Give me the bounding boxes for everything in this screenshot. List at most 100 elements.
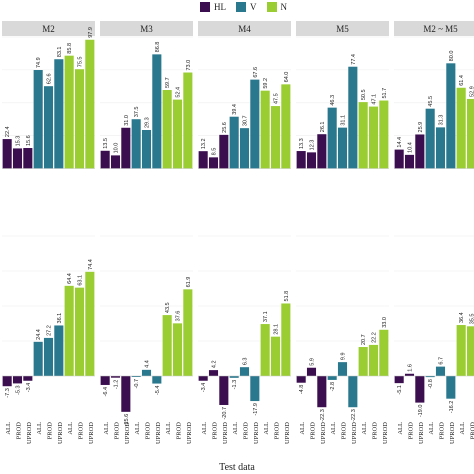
bar bbox=[456, 325, 466, 376]
bar bbox=[466, 326, 474, 376]
data-label: 50.5 bbox=[361, 89, 367, 100]
bar bbox=[239, 128, 250, 169]
bar bbox=[183, 72, 193, 169]
bar bbox=[404, 373, 415, 376]
panel-title: M5 bbox=[336, 24, 349, 34]
data-label: 64.0 bbox=[284, 72, 290, 83]
bar bbox=[12, 376, 23, 384]
bar bbox=[394, 376, 404, 384]
panel-strip bbox=[100, 21, 193, 36]
bar bbox=[121, 376, 131, 412]
x-tick-label: PROD bbox=[243, 422, 250, 440]
data-label: 33.0 bbox=[382, 317, 388, 328]
data-label: 59.2 bbox=[263, 78, 269, 89]
x-tick-label: PROD bbox=[16, 422, 23, 440]
bar bbox=[435, 127, 446, 169]
bar bbox=[54, 59, 64, 169]
data-label: 74.9 bbox=[36, 57, 42, 68]
legend-label-n: N bbox=[280, 2, 288, 12]
data-label: -1.3 bbox=[232, 380, 238, 389]
x-tick-label: UPROD bbox=[284, 422, 291, 444]
x-tick-label: UPROD bbox=[26, 422, 33, 444]
data-label: 29.3 bbox=[145, 117, 151, 128]
data-label: 15.3 bbox=[16, 136, 22, 147]
bar bbox=[172, 99, 183, 169]
bar bbox=[131, 376, 141, 377]
legend: HL V N bbox=[200, 0, 287, 14]
bar bbox=[348, 376, 358, 408]
bar bbox=[260, 324, 270, 376]
x-tick-label: UPROD bbox=[155, 422, 162, 444]
bar bbox=[415, 376, 425, 403]
data-label: 35.5 bbox=[470, 314, 474, 325]
data-label: 20.7 bbox=[361, 334, 367, 345]
bar bbox=[270, 336, 281, 376]
legend-swatch-hl bbox=[200, 2, 210, 12]
bar bbox=[368, 106, 379, 169]
data-label: 39.4 bbox=[232, 104, 238, 115]
legend-swatch-n bbox=[266, 2, 277, 12]
x-tick-label: ALL bbox=[428, 422, 435, 435]
data-label: -3.4 bbox=[201, 383, 207, 392]
bar bbox=[250, 79, 260, 169]
data-label: -16.2 bbox=[449, 401, 455, 414]
bar bbox=[100, 150, 110, 169]
x-tick-label: UPROD bbox=[351, 422, 358, 444]
bar bbox=[327, 376, 337, 380]
data-label: -19.0 bbox=[418, 405, 424, 418]
data-label: -17.9 bbox=[253, 403, 259, 416]
data-label: 8.5 bbox=[212, 148, 218, 156]
legend-label-hl: HL bbox=[214, 2, 226, 12]
bar bbox=[229, 116, 239, 169]
data-label: -4.8 bbox=[299, 385, 305, 394]
bar bbox=[172, 323, 183, 376]
bar bbox=[337, 362, 348, 376]
x-tick-label: ALL bbox=[134, 422, 141, 435]
bar bbox=[446, 63, 456, 169]
data-label: -3.4 bbox=[26, 383, 32, 392]
data-label: 12.3 bbox=[310, 140, 316, 151]
data-label: 46.3 bbox=[330, 95, 336, 106]
bar bbox=[64, 55, 74, 169]
bar bbox=[358, 102, 368, 169]
bar bbox=[64, 285, 74, 376]
data-label: 10.4 bbox=[408, 142, 414, 153]
bar bbox=[281, 303, 291, 376]
data-label: 97.9 bbox=[88, 27, 94, 38]
bar bbox=[33, 341, 43, 376]
data-label: 27.2 bbox=[47, 325, 53, 336]
data-label: 13.3 bbox=[299, 138, 305, 149]
legend-item-v: V bbox=[236, 2, 257, 12]
bar bbox=[162, 90, 172, 169]
data-label: -5.3 bbox=[16, 385, 22, 394]
data-label: 37.5 bbox=[134, 106, 140, 117]
x-tick-label: PROD bbox=[341, 422, 348, 440]
bar bbox=[456, 87, 466, 169]
x-tick-label: UPROD bbox=[222, 422, 229, 444]
data-label: 22.2 bbox=[372, 332, 378, 343]
x-tick-label: UPROD bbox=[124, 422, 131, 444]
panel-title: M2 bbox=[42, 24, 55, 34]
x-tick-label: ALL bbox=[397, 422, 404, 435]
bar bbox=[425, 376, 435, 378]
bar bbox=[141, 129, 152, 169]
bar bbox=[219, 134, 229, 169]
bar bbox=[306, 152, 317, 169]
data-label: 47.5 bbox=[274, 93, 280, 104]
bar bbox=[121, 127, 131, 169]
bar bbox=[2, 376, 12, 387]
x-axis-title: Test data bbox=[219, 462, 255, 473]
data-label: -6.4 bbox=[103, 387, 109, 396]
data-label: -7.3 bbox=[5, 388, 11, 397]
data-label: 1.6 bbox=[408, 364, 414, 372]
x-tick-label: UPROD bbox=[186, 422, 193, 444]
data-label: -0.8 bbox=[428, 379, 434, 388]
data-label: 4.2 bbox=[212, 360, 218, 368]
data-label: 75.5 bbox=[78, 57, 84, 68]
x-tick-label: PROD bbox=[408, 422, 415, 440]
data-label: 83.1 bbox=[57, 47, 63, 58]
data-label: 24.4 bbox=[36, 329, 42, 340]
bar bbox=[446, 376, 456, 399]
data-label: -22.3 bbox=[320, 409, 326, 422]
data-label: 37.6 bbox=[176, 311, 182, 322]
